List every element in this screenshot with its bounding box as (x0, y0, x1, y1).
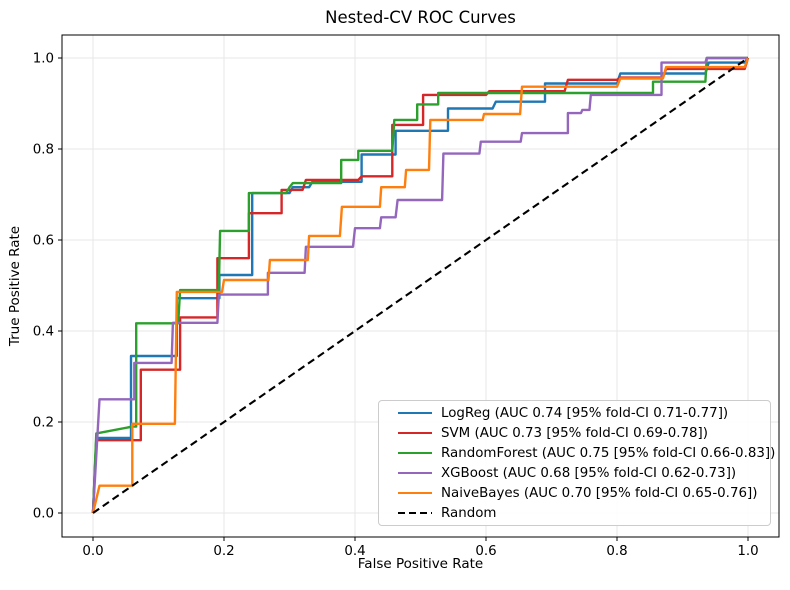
legend-dashed-line-swatch (398, 511, 432, 515)
roc-curve-xgboost (91, 56, 748, 514)
legend-label: LogReg (AUC 0.74 [95% fold-CI 0.71-0.77]… (441, 405, 729, 421)
legend-line-swatch (398, 451, 432, 455)
legend-item-logreg: LogReg (AUC 0.74 [95% fold-CI 0.71-0.77]… (389, 406, 762, 421)
x-tick-label: 0.2 (213, 544, 234, 559)
x-tick-label: 0.4 (344, 544, 365, 559)
legend-box: LogReg (AUC 0.74 [95% fold-CI 0.71-0.77]… (378, 400, 775, 526)
y-tick-label: 0.6 (33, 234, 54, 249)
y-tick-label: 1.0 (33, 52, 54, 67)
x-tick-label: 0.6 (475, 544, 496, 559)
chart-title: Nested-CV ROC Curves (325, 8, 516, 27)
legend-label: NaiveBayes (AUC 0.70 [95% fold-CI 0.65-0… (441, 485, 758, 501)
legend-item-xgboost: XGBoost (AUC 0.68 [95% fold-CI 0.62-0.73… (389, 466, 762, 481)
legend-item-randomforest: RandomForest (AUC 0.75 [95% fold-CI 0.66… (389, 446, 775, 461)
legend-label: XGBoost (AUC 0.68 [95% fold-CI 0.62-0.73… (441, 465, 737, 481)
y-tick-label: 0.2 (33, 416, 54, 431)
y-tick-label: 0.0 (33, 507, 54, 522)
y-axis-label: True Positive Rate (7, 225, 23, 347)
plot-border (61, 34, 780, 538)
legend-label: Random (441, 505, 497, 521)
y-tick-label: 0.4 (33, 325, 54, 340)
roc-curves (91, 56, 750, 514)
roc-curve-svm (91, 57, 750, 514)
legend-line-swatch (398, 431, 432, 435)
x-tick-label: 0.8 (606, 544, 627, 559)
legend-item-naivebayes: NaiveBayes (AUC 0.70 [95% fold-CI 0.65-0… (389, 486, 762, 501)
x-tick-label: 1.0 (737, 544, 758, 559)
x-axis-label: False Positive Rate (357, 556, 484, 572)
y-tick-label: 0.8 (33, 143, 54, 158)
legend-item-svm: SVM (AUC 0.73 [95% fold-CI 0.69-0.78]) (389, 426, 762, 441)
legend-line-swatch (398, 411, 432, 415)
legend-label: RandomForest (AUC 0.75 [95% fold-CI 0.66… (441, 445, 776, 461)
legend-line-swatch (398, 491, 432, 495)
legend-line-swatch (398, 471, 432, 475)
roc-curve-randomforest (91, 56, 748, 514)
legend-item-random: Random (389, 506, 762, 521)
roc-curve-random (92, 57, 749, 514)
roc-curve-naivebayes (91, 57, 750, 514)
legend-label: SVM (AUC 0.73 [95% fold-CI 0.69-0.78]) (441, 425, 709, 441)
x-tick-label: 0.0 (82, 544, 103, 559)
